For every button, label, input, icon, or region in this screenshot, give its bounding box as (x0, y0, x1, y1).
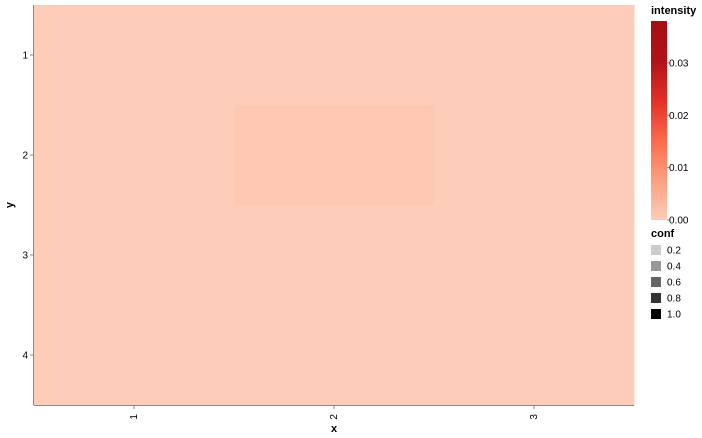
conf-legend-label: 0.8 (667, 294, 681, 305)
intensity-tick-label: 0.02 (669, 111, 689, 122)
y-tick-label: 3 (22, 251, 28, 262)
conf-legend-swatch (651, 293, 661, 303)
conf-legend-title: conf (651, 228, 675, 240)
conf-legend-swatch (651, 277, 661, 287)
heatmap-cell (434, 305, 635, 406)
y-tick-label: 2 (22, 151, 28, 162)
x-tick-label: 2 (329, 414, 340, 420)
x-tick-label: 3 (529, 414, 540, 420)
heatmap-cell (434, 5, 635, 106)
intensity-tick-label: 0.00 (669, 216, 689, 227)
conf-legend-swatch (651, 261, 661, 271)
x-axis-ticks: 1 2 3 (129, 405, 540, 420)
conf-legend-label: 1.0 (667, 310, 681, 321)
heatmap-cell (234, 5, 435, 106)
intensity-legend-title: intensity (651, 5, 697, 17)
intensity-gradient-bar (651, 21, 667, 220)
conf-legend-swatch (651, 245, 661, 255)
intensity-tick-label: 0.03 (669, 58, 689, 69)
heatmap-cells (34, 5, 635, 406)
heatmap-cell (234, 305, 435, 406)
conf-legend-label: 0.4 (667, 262, 681, 273)
y-axis-ticks: 1 2 3 4 (22, 51, 34, 362)
conf-legend-label: 0.2 (667, 246, 681, 257)
conf-legend-entries: 0.2 0.4 0.6 0.8 1.0 (651, 245, 681, 321)
y-tick-label: 4 (22, 351, 28, 362)
y-axis-title: y (4, 201, 16, 208)
heatmap-cell (34, 5, 235, 106)
heatmap-cell (434, 205, 635, 306)
intensity-legend-ticks: 0.00 0.01 0.02 0.03 (667, 58, 689, 227)
heatmap-cell (234, 205, 435, 306)
intensity-tick-label: 0.01 (669, 163, 689, 174)
heatmap-cell (34, 305, 235, 406)
conf-legend: conf 0.2 0.4 0.6 0.8 1.0 (651, 228, 681, 321)
x-tick-label: 1 (129, 414, 140, 420)
x-axis-title: x (331, 423, 338, 435)
heatmap-cell (34, 105, 235, 206)
conf-legend-swatch (651, 309, 661, 319)
y-tick-label: 1 (22, 51, 28, 62)
heatmap-cell (34, 205, 235, 306)
heatmap-cell (434, 105, 635, 206)
heatmap-cell (234, 105, 435, 206)
conf-legend-label: 0.6 (667, 278, 681, 289)
intensity-legend: intensity 0.00 0.01 0.02 0.03 (651, 5, 697, 227)
